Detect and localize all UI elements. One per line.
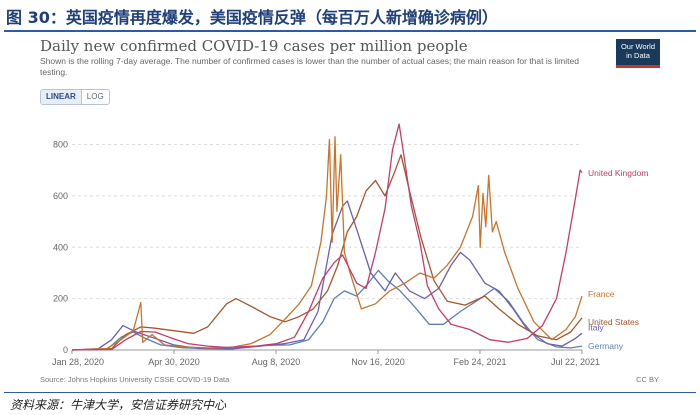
- log-scale-button[interactable]: LOG: [86, 92, 104, 101]
- title-divider: [4, 30, 696, 32]
- series-label-germany[interactable]: Germany: [588, 341, 624, 351]
- owid-logo-line1: Our World: [620, 42, 656, 51]
- series-line-france[interactable]: [71, 136, 583, 351]
- owid-logo[interactable]: Our World in Data: [616, 39, 660, 68]
- series-line-united-kingdom[interactable]: [71, 123, 583, 351]
- y-tick-labels: 0 200 400 600 800: [53, 140, 68, 355]
- y-tick-label: 600: [53, 191, 68, 201]
- y-tick-label: 800: [53, 140, 68, 150]
- chart-subtitle: Shown is the rolling 7-day average. The …: [40, 56, 579, 77]
- series-label-italy[interactable]: Italy: [588, 322, 604, 332]
- y-tick-label: 400: [53, 242, 68, 252]
- series-line-italy[interactable]: [71, 200, 583, 351]
- series-line-united-states[interactable]: [71, 154, 583, 351]
- series-label-united-kingdom[interactable]: United Kingdom: [588, 168, 648, 178]
- x-axis: Jan 28, 2020 Apr 30, 2020 Aug 8, 2020 Nov 1…: [52, 350, 600, 367]
- linear-scale-button[interactable]: LINEAR: [41, 90, 82, 104]
- scale-toggle: LINEAR LOG: [40, 89, 110, 105]
- license-link[interactable]: CC BY: [636, 375, 659, 384]
- x-tick-label: Jul 22, 2021: [551, 357, 600, 367]
- owid-chart-panel: Daily new confirmed COVID-19 cases per m…: [30, 36, 667, 388]
- chart-source: Source: Johns Hopkins University CSSE CO…: [40, 375, 230, 384]
- x-tick-label: Aug 8, 2020: [252, 357, 301, 367]
- x-tick-label: Jan 28, 2020: [52, 357, 104, 367]
- line-chart: 0 200 400 600 800 Jan 28, 2020 Apr 30, 2020 Au…: [52, 123, 648, 367]
- x-tick-label: Feb 24, 2021: [453, 357, 506, 367]
- chart-title: Daily new confirmed COVID-19 cases per m…: [40, 37, 468, 55]
- figure-source: 资料来源：牛津大学，安信证券研究中心: [10, 398, 227, 412]
- x-tick-label: Apr 30, 2020: [148, 357, 200, 367]
- series-label-united-states[interactable]: United States: [588, 317, 639, 327]
- bottom-divider: [4, 392, 696, 393]
- series-lines: [71, 123, 583, 351]
- series-label-france[interactable]: France: [588, 289, 615, 299]
- owid-logo-line2: in Data: [626, 51, 650, 60]
- figure-title: 图 30：英国疫情再度爆发，美国疫情反弹（每百万人新增确诊病例）: [6, 8, 498, 27]
- y-tick-label: 200: [53, 294, 68, 304]
- x-tick-label: Nov 16, 2020: [351, 357, 405, 367]
- y-tick-label: 0: [63, 345, 68, 355]
